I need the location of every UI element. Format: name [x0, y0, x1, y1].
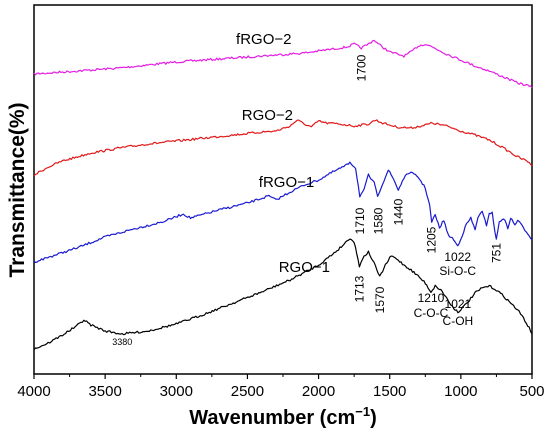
series-labels: fRGO−2 RGO−2 fRGO−1 RGO−1 — [236, 31, 330, 276]
x-axis-title: Wavenumber (cm−1) — [189, 404, 376, 429]
x-tick-label-2500: 2500 — [231, 383, 264, 400]
peak-annotation-2: 1580 — [371, 207, 385, 234]
peak-annotation-14: 3380 — [112, 337, 132, 347]
series-label-0: fRGO−2 — [236, 31, 291, 48]
series-label-3: RGO−1 — [279, 259, 330, 276]
peak-annotation-7: 751 — [489, 243, 503, 263]
x-tick-label-3500: 3500 — [88, 383, 121, 400]
peak-annotation-10: 1210 — [418, 291, 445, 305]
peak-annotation-0: 1700 — [354, 54, 368, 81]
series-line-frgo-2 — [33, 39, 533, 89]
peak-annotation-5: 1022 — [444, 250, 471, 264]
x-tick-label-500: 500 — [519, 383, 544, 400]
x-tick-label-3000: 3000 — [160, 383, 193, 400]
x-axis-title-main: Wavenumber (cm — [189, 407, 355, 429]
y-axis-title: Transmittance(%) — [6, 102, 29, 277]
x-axis-title-sup: −1 — [355, 404, 370, 419]
peak-annotation-12: 1021 — [445, 297, 472, 311]
series-lines — [33, 39, 533, 350]
peak-annotation-3: 1440 — [391, 198, 405, 225]
peak-annotation-8: 1713 — [352, 275, 366, 302]
x-tick-label-1500: 1500 — [373, 383, 406, 400]
x-tick-label-2000: 2000 — [302, 383, 335, 400]
peak-annotation-9: 1570 — [373, 286, 387, 313]
peak-annotation-1: 1710 — [353, 207, 367, 234]
x-tick-label-4000: 4000 — [17, 383, 50, 400]
series-line-rgo-1 — [33, 238, 533, 350]
peak-annotation-11: C-O-C — [414, 306, 449, 320]
x-axis-title-close: ) — [370, 407, 377, 429]
x-axis: 4000 3500 3000 2500 2000 1500 1000 500 — [17, 374, 545, 400]
peak-annotation-4: 1205 — [425, 226, 439, 253]
peak-annotation-6: Si-O-C — [439, 264, 476, 278]
x-tick-label-1000: 1000 — [444, 383, 477, 400]
series-line-rgo-2 — [33, 119, 533, 177]
series-label-1: RGO−2 — [242, 107, 293, 124]
series-line-frgo-1 — [33, 161, 533, 263]
peak-annotation-13: C-OH — [443, 314, 474, 328]
series-label-2: fRGO−1 — [259, 174, 314, 191]
